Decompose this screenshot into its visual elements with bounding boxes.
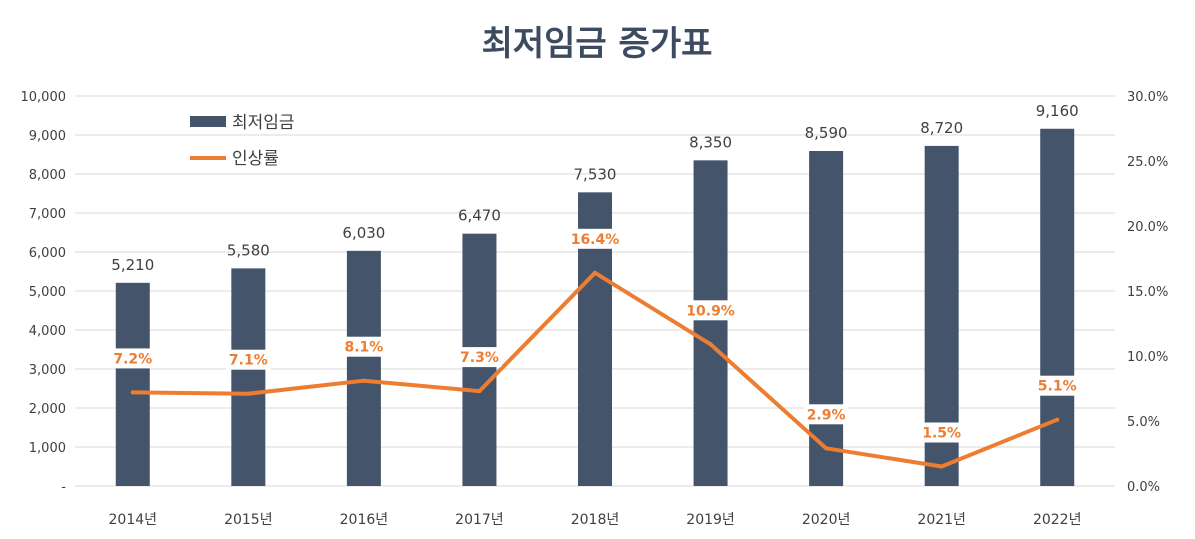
bar-value-label: 9,160 [1036, 102, 1079, 120]
line-point [130, 390, 135, 395]
bar-labels: 5,210 5,580 6,030 6,470 7,530 8,350 8,590 8,720… [111, 102, 1078, 274]
y-right-tick-label: 5.0% [1127, 415, 1160, 430]
bar-value-label: 8,720 [920, 119, 963, 137]
line-value-label: 10.9% [686, 303, 735, 319]
line-label-bg [1035, 375, 1080, 396]
legend-line-label: 인상률 [232, 149, 279, 169]
y-left-tick-label: 3,000 [29, 363, 66, 378]
bar [231, 268, 266, 486]
line-value-label: 1.5% [922, 426, 961, 442]
bar-value-label: 6,470 [458, 207, 501, 225]
line-point [246, 391, 251, 396]
x-tick-label: 2015년 [224, 512, 273, 528]
bar-value-label: 5,580 [227, 241, 270, 259]
bar-value-label: 6,030 [342, 224, 385, 242]
line-label-bg [341, 336, 386, 357]
y-left-tick-label: - [61, 480, 66, 495]
y-right-tick-label: 0.0% [1127, 480, 1160, 495]
bar-value-label: 8,350 [689, 133, 732, 151]
y-right-tick-label: 10.0% [1127, 350, 1168, 365]
line-series [130, 270, 1060, 469]
bar [693, 160, 728, 486]
x-axis: 2014년 2015년 2016년 2017년 2018년 2019년 2020년 2021년… [109, 512, 1082, 528]
line-label-bg [226, 349, 271, 370]
x-tick-label: 2020년 [802, 512, 851, 528]
bar [346, 250, 381, 486]
y-left-tick-label: 10,000 [21, 90, 67, 105]
y-axis-left: - 1,000 2,000 3,000 4,000 5,000 6,000 7,000 8,00… [21, 90, 67, 495]
line-point [477, 389, 482, 394]
bar [809, 150, 844, 487]
line-labels: 7.2% 7.1% 8.1% 7.3% 16.4% 10.9% 2.9% 1.5% 5.1% [110, 228, 1080, 443]
line-point [1055, 417, 1060, 422]
y-left-tick-label: 6,000 [29, 246, 66, 261]
bar-value-label: 7,530 [574, 165, 617, 183]
line-value-label: 8.1% [344, 340, 383, 356]
y-axis-right: 0.0% 5.0% 10.0% 15.0% 20.0% 25.0% 30.0% [1127, 90, 1168, 495]
y-left-tick-label: 9,000 [29, 129, 66, 144]
bar-series [115, 128, 1075, 487]
legend-bar-label: 최저임금 [232, 113, 295, 133]
line-point [593, 270, 597, 275]
line-label-bg [804, 404, 849, 425]
y-left-tick-label: 5,000 [29, 285, 66, 300]
line-value-label: 5.1% [1038, 379, 1077, 395]
legend: 최저임금 인상률 [190, 113, 295, 169]
y-right-tick-label: 25.0% [1127, 155, 1168, 170]
y-left-tick-label: 7,000 [29, 207, 66, 222]
line-value-label: 2.9% [807, 407, 846, 423]
x-tick-label: 2016년 [340, 512, 389, 528]
line-label-bg [684, 300, 738, 321]
y-right-tick-label: 20.0% [1127, 220, 1168, 235]
bar-value-label: 5,210 [111, 256, 154, 274]
line-value-label: 7.1% [229, 353, 268, 369]
line-value-label: 16.4% [571, 232, 620, 248]
y-left-tick-label: 2,000 [29, 402, 66, 417]
y-left-tick-label: 1,000 [29, 441, 66, 456]
line-label-bg [568, 228, 622, 249]
x-tick-label: 2014년 [109, 512, 158, 528]
x-tick-label: 2018년 [571, 512, 620, 528]
bar [115, 282, 150, 486]
line-value-label: 7.3% [460, 350, 499, 366]
chart-title: 최저임금 증가표 [482, 24, 713, 64]
line-label-bg [457, 347, 502, 368]
line-point [361, 378, 366, 383]
x-tick-label: 2021년 [917, 512, 966, 528]
line-value-label: 7.2% [113, 351, 152, 367]
legend-bar-swatch [190, 116, 226, 127]
y-left-tick-label: 4,000 [29, 324, 66, 339]
y-right-tick-label: 15.0% [1127, 285, 1168, 300]
line-label-bg [919, 422, 964, 443]
y-left-tick-label: 8,000 [29, 168, 66, 183]
x-tick-label: 2019년 [686, 512, 735, 528]
line-point [708, 342, 713, 347]
bar [1040, 128, 1075, 486]
x-tick-label: 2017년 [455, 512, 504, 528]
y-right-tick-label: 30.0% [1127, 90, 1168, 105]
bar-value-label: 8,590 [805, 124, 848, 142]
x-tick-label: 2022년 [1033, 512, 1082, 528]
line-point [824, 446, 829, 451]
line-point [939, 464, 944, 469]
line-label-bg [110, 348, 155, 369]
